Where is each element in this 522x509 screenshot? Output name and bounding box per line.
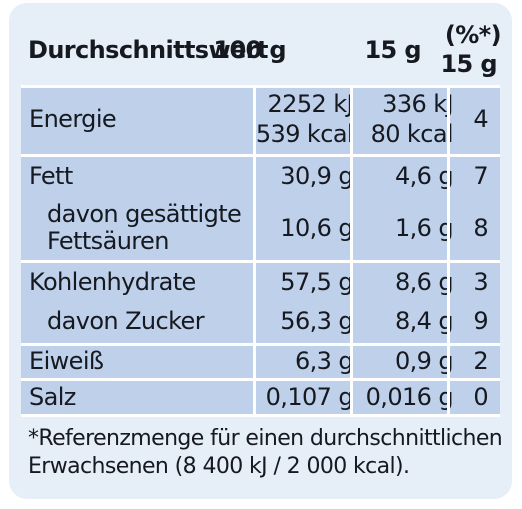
value-100g: 30,9 g: [280, 162, 353, 190]
nutrient-name: Fett: [29, 162, 73, 190]
value-ri-percent: 9: [473, 307, 488, 335]
value-15g: 4,6 g: [394, 162, 454, 190]
table-header: Durchschnittswert 100 g 15 g (%*) 15 g: [9, 3, 512, 85]
value-15g: 0,9 g: [394, 347, 454, 375]
value-ri-percent: 7: [473, 162, 488, 190]
row-salt: Salz 0,107 g 0,016 g 0: [21, 381, 500, 414]
nutrient-name: Salz: [29, 383, 76, 411]
row-energy: Energie 2252 kJ 539 kcal 336 kJ 80 kcal …: [21, 88, 500, 154]
column-divider: [350, 85, 353, 417]
value-ri-percent: 0: [473, 383, 488, 411]
value-ri-percent: 3: [473, 268, 488, 296]
value-100g: 57,5 g: [280, 268, 353, 296]
nutrient-name: Eiweiß: [29, 347, 104, 375]
value-100g: 10,6 g: [280, 214, 353, 242]
column-divider: [447, 85, 450, 417]
row-fat-group: Fett 30,9 g 4,6 g 7 davon gesättigte Fet…: [21, 157, 500, 260]
value-100g-kj: 2252 kJ: [267, 90, 354, 118]
header-average-value: Durchschnittswert: [28, 36, 268, 64]
column-divider: [253, 85, 256, 417]
nutrient-name: Kohlenhydrate: [29, 268, 196, 296]
header-per-100g: 100 g: [213, 36, 286, 64]
value-15g: 8,4 g: [394, 307, 454, 335]
nutrient-name: Energie: [29, 105, 117, 133]
value-100g-kcal: 539 kcal: [255, 120, 354, 148]
nutrition-table: Energie 2252 kJ 539 kcal 336 kJ 80 kcal …: [21, 85, 500, 417]
value-100g: 6,3 g: [294, 347, 354, 375]
header-reference-intake: (%*): [444, 21, 502, 49]
nutrient-name-line2: Fettsäuren: [47, 227, 169, 255]
footnote-line1: *Referenzmenge für einen durchschnittlic…: [28, 426, 503, 451]
nutrition-label: Durchschnittswert 100 g 15 g (%*) 15 g E…: [9, 3, 512, 499]
footnote-line2: Erwachsenen (8 400 kJ / 2 000 kcal).: [28, 454, 410, 479]
value-ri-percent: 4: [473, 105, 488, 133]
value-100g: 56,3 g: [280, 307, 353, 335]
value-ri-percent: 8: [473, 214, 488, 242]
row-carbohydrate-group: Kohlenhydrate 57,5 g 8,6 g 3 davon Zucke…: [21, 263, 500, 343]
value-15g: 0,016 g: [365, 383, 454, 411]
nutrient-name-line1: davon gesättigte: [47, 200, 242, 228]
value-100g: 0,107 g: [265, 383, 354, 411]
nutrient-name: davon Zucker: [47, 307, 205, 335]
value-15g: 1,6 g: [394, 214, 454, 242]
value-ri-percent: 2: [473, 347, 488, 375]
header-reference-portion: 15 g: [440, 50, 497, 78]
header-per-15g: 15 g: [364, 36, 421, 64]
value-15g: 8,6 g: [394, 268, 454, 296]
row-protein: Eiweiß 6,3 g 0,9 g 2: [21, 346, 500, 378]
value-15g-kcal: 80 kcal: [370, 120, 454, 148]
footnote: *Referenzmenge für einen durchschnittlic…: [28, 425, 503, 481]
value-15g-kj: 336 kJ: [382, 90, 453, 118]
